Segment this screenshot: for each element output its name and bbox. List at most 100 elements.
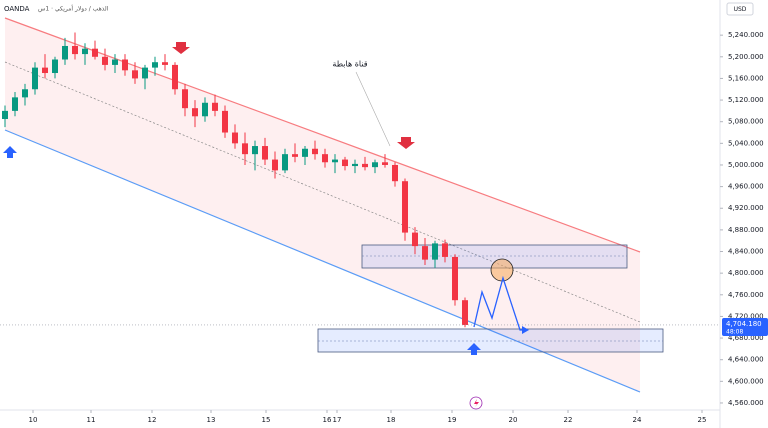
candle-body xyxy=(132,70,138,79)
candle-body xyxy=(282,154,288,171)
y-tick-label: 4,760.000 xyxy=(728,291,764,299)
x-tick-label: 24 xyxy=(633,416,642,424)
candle-body xyxy=(152,62,158,68)
highlight-circle xyxy=(490,258,514,282)
candle-body xyxy=(242,143,248,155)
y-tick-label: 5,000.000 xyxy=(728,161,764,169)
projection-path xyxy=(473,275,527,331)
symbol: الذهب / دولار أمريكي · 1س xyxy=(38,5,109,13)
y-tick-label: 4,840.000 xyxy=(728,248,764,256)
candle-body xyxy=(192,108,198,117)
x-tick-label: 10 xyxy=(29,416,38,424)
candle-body xyxy=(222,110,228,133)
candle-body xyxy=(92,48,98,57)
candle-body xyxy=(392,164,398,182)
candle-body xyxy=(162,62,168,65)
x-tick-label: 18 xyxy=(387,416,396,424)
candle-body xyxy=(272,159,278,171)
y-tick-label: 5,240.000 xyxy=(728,31,764,39)
candle-body xyxy=(382,162,388,165)
candle-body xyxy=(122,59,128,71)
candle-body xyxy=(262,146,268,160)
arrow-up xyxy=(3,146,17,158)
candle-body xyxy=(172,64,178,90)
candle-body xyxy=(32,67,38,90)
x-tick-label: 11 xyxy=(87,416,96,424)
candle-body xyxy=(22,89,28,98)
candle-body xyxy=(372,162,378,168)
y-tick-label: 4,920.000 xyxy=(728,204,764,212)
y-tick-label: 4,720.000 xyxy=(728,312,764,320)
channel-lower xyxy=(4,129,641,393)
candle-body xyxy=(52,59,58,74)
x-tick-label: 16 xyxy=(323,416,332,424)
y-tick-label: 4,960.000 xyxy=(728,183,764,191)
current-price-box xyxy=(722,317,768,336)
candle-body xyxy=(292,154,298,157)
countdown: 48:08 xyxy=(726,328,743,335)
y-tick-label: 4,560.000 xyxy=(728,399,764,407)
zone-lower xyxy=(317,328,664,353)
arrow-up xyxy=(467,343,481,355)
candle-body xyxy=(342,159,348,167)
channel-fill xyxy=(5,18,640,392)
x-tick-label: 22 xyxy=(564,416,573,424)
candle-body xyxy=(2,110,8,119)
x-tick-label: 19 xyxy=(448,416,457,424)
candle-body xyxy=(412,232,418,247)
y-tick-label: 4,640.000 xyxy=(728,356,764,364)
candle-body xyxy=(72,45,78,55)
y-tick-label: 4,600.000 xyxy=(728,377,764,385)
candle-body xyxy=(182,89,188,109)
plot xyxy=(2,32,468,328)
currency: USD xyxy=(734,6,747,13)
candle-body xyxy=(352,163,358,167)
currency-box[interactable] xyxy=(726,2,754,16)
x-tick-label: 20 xyxy=(509,416,518,424)
candle-body xyxy=(422,246,428,260)
candle-body xyxy=(232,132,238,144)
x-tick-label: 25 xyxy=(698,416,707,424)
candle-body xyxy=(212,102,218,111)
candle-body xyxy=(362,163,368,168)
candle-body xyxy=(332,159,338,163)
candle-body xyxy=(312,148,318,155)
candle-body xyxy=(62,45,68,60)
y-tick-label: 5,120.000 xyxy=(728,96,764,104)
candle-body xyxy=(142,67,148,79)
source: OANDA xyxy=(4,5,30,13)
x-tick-label: 13 xyxy=(207,416,216,424)
y-tick-label: 5,160.000 xyxy=(728,74,764,82)
y-tick-label: 4,880.000 xyxy=(728,226,764,234)
y-tick-label: 5,080.000 xyxy=(728,118,764,126)
candle-body xyxy=(12,97,18,111)
candle-body xyxy=(42,67,48,74)
x-tick-label: 17 xyxy=(333,416,342,424)
current-price-label: 4,704.180 xyxy=(726,320,762,328)
candle-body xyxy=(302,148,308,157)
x-tick-label: 12 xyxy=(148,416,157,424)
candle-body xyxy=(102,56,108,65)
projection-arrowhead xyxy=(522,326,529,334)
candle-body xyxy=(432,243,438,260)
candle-body xyxy=(322,154,328,163)
arrow-down xyxy=(397,137,415,149)
candle-body xyxy=(402,181,408,233)
candle-body xyxy=(462,300,468,325)
y-tick-label: 5,200.000 xyxy=(728,53,764,61)
candle-body xyxy=(112,59,118,65)
candle-body xyxy=(82,48,88,55)
event-icon-bolt xyxy=(474,399,479,407)
channel-upper xyxy=(4,17,641,253)
arrow-down xyxy=(172,42,190,54)
annotation-leader xyxy=(355,71,391,147)
x-tick-label: 15 xyxy=(262,416,271,424)
candle-body xyxy=(202,102,208,117)
candle-body xyxy=(452,256,458,301)
y-tick-label: 5,040.000 xyxy=(728,139,764,147)
annotation: قناة هابطة xyxy=(332,60,367,69)
y-tick-label: 4,800.000 xyxy=(728,269,764,277)
y-tick-label: 4,680.000 xyxy=(728,334,764,342)
